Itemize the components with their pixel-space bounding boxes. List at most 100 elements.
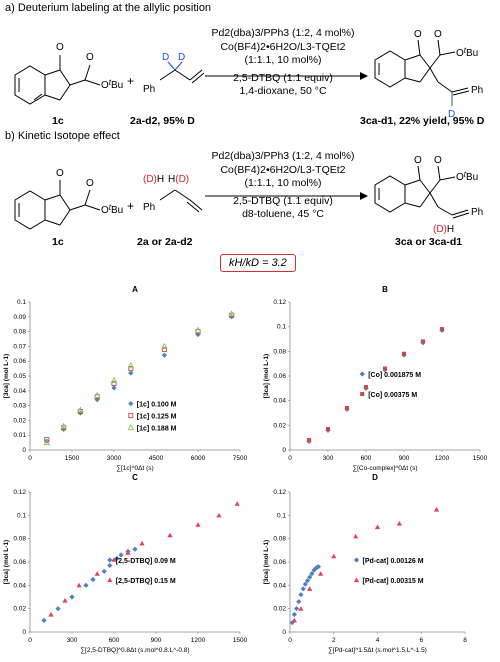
structure-3ca-d1 xyxy=(374,39,470,96)
data-point xyxy=(111,557,117,562)
data-point xyxy=(44,437,50,443)
data-point xyxy=(107,557,113,563)
y-tick-label: 0 xyxy=(282,629,286,636)
x-tick-label: 4500 xyxy=(149,455,164,462)
svg-text:+: + xyxy=(127,199,134,213)
data-point xyxy=(195,331,201,338)
svg-text:O: O xyxy=(434,155,442,166)
series-0: [Pd-cat] 0.00126 M xyxy=(289,557,424,626)
y-tick-label: 0.08 xyxy=(13,329,26,336)
legend-label: [Co] 0.00375 M xyxy=(368,392,417,399)
scheme-drawings: O O OtBu + D D Ph O O OtBu Ph D xyxy=(14,29,483,120)
conditions-b: Pd2(dba)3/PPh3 (1:2, 4 mol%) Co(BF4)2•6H… xyxy=(211,150,355,220)
x-tick-label: 6000 xyxy=(191,455,206,462)
series-1: [Pd-cat] 0.00315 M xyxy=(291,506,440,623)
svg-text:O: O xyxy=(86,52,94,63)
data-point xyxy=(90,576,96,583)
x-tick-label: 300 xyxy=(323,455,334,462)
data-point xyxy=(41,617,47,623)
x-tick-label: 3000 xyxy=(107,455,122,462)
data-point xyxy=(48,611,54,617)
x-tick-label: 900 xyxy=(399,455,410,462)
data-point xyxy=(161,346,167,352)
y-tick-label: 0.07 xyxy=(13,343,26,350)
data-point xyxy=(60,422,67,429)
y-tick-label: 0.02 xyxy=(273,422,286,429)
data-point xyxy=(127,424,135,431)
x-tick-label: 0 xyxy=(288,455,292,462)
data-point xyxy=(307,574,313,580)
svg-text:O: O xyxy=(414,29,422,40)
data-point xyxy=(110,376,118,383)
data-point xyxy=(234,501,240,506)
data-point xyxy=(127,362,135,369)
data-point xyxy=(194,326,202,333)
data-point xyxy=(433,506,440,512)
y-tick-label: 0.1 xyxy=(277,512,286,519)
data-point xyxy=(228,310,235,317)
data-point xyxy=(302,581,308,587)
y-tick-label: 0.1 xyxy=(17,299,26,306)
data-point xyxy=(93,391,101,398)
legend-label: [1c] 0.188 M xyxy=(137,426,177,433)
y-tick-label: 0.05 xyxy=(13,373,26,380)
data-point xyxy=(359,371,365,377)
svg-text:O: O xyxy=(56,168,64,179)
data-point xyxy=(353,577,360,583)
data-point xyxy=(111,385,117,391)
data-point xyxy=(125,550,131,555)
chart-title: A xyxy=(132,285,138,294)
data-point xyxy=(289,620,295,626)
data-point xyxy=(161,342,168,349)
scheme-a-heading: a) Deuterium labeling at the allylic pos… xyxy=(5,2,212,14)
data-point xyxy=(363,385,369,390)
y-tick-label: 0.04 xyxy=(13,582,26,589)
svg-text:OtBu: OtBu xyxy=(101,78,123,91)
data-point xyxy=(55,606,61,612)
y-tick-label: 0.04 xyxy=(273,398,286,405)
y-tick-label: 0.01 xyxy=(13,432,26,439)
data-point xyxy=(216,512,222,518)
label-2a: 2a or 2a-d2 xyxy=(137,236,193,248)
y-tick-label: 0.1 xyxy=(277,324,286,331)
data-point xyxy=(374,524,381,530)
y-tick-label: 0.04 xyxy=(273,582,286,589)
x-tick-label: 900 xyxy=(151,637,162,644)
x-tick-label: 4 xyxy=(376,637,380,644)
x-tick-label: 600 xyxy=(361,455,372,462)
legend-label: [2,5-DTBQ] 0.09 M xyxy=(116,558,176,565)
x-axis-label: ∑[1c]^0Δt (s) xyxy=(116,465,153,472)
chart-panel-D: D 0 2 4 6 8 0 0.02 0.04 0.06 0.08 0.1 0.12 ∑[Pd-cat]^… xyxy=(263,473,467,654)
data-point xyxy=(318,571,324,576)
svg-text:OtBu: OtBu xyxy=(456,46,478,59)
structure-1c-a xyxy=(14,55,101,105)
data-point xyxy=(298,592,304,598)
svg-text:D: D xyxy=(178,52,185,63)
series-1: [1c] 0.125 M xyxy=(44,312,235,443)
data-point xyxy=(44,438,50,444)
series-1: [2,5-DTBQ] 0.15 M xyxy=(48,501,240,617)
y-tick-label: 0.03 xyxy=(13,403,26,410)
svg-text:O: O xyxy=(414,155,422,166)
data-point xyxy=(128,413,134,419)
x-tick-label: 7500 xyxy=(233,455,248,462)
legend-label: [Co] 0.001875 M xyxy=(368,372,421,379)
y-axis-label: [3ca] (mol L-1) xyxy=(263,354,270,398)
y-tick-label: 0.12 xyxy=(273,489,286,496)
x-tick-label: 300 xyxy=(67,637,78,644)
atom-O: O xyxy=(56,42,64,53)
data-point xyxy=(331,553,337,559)
data-point xyxy=(311,567,317,573)
data-point xyxy=(161,352,167,358)
structure-2a-d2 xyxy=(159,69,205,84)
x-tick-label: 0 xyxy=(28,637,32,644)
data-point xyxy=(420,339,426,344)
x-tick-label: 1200 xyxy=(435,455,450,462)
data-point xyxy=(62,597,68,603)
x-tick-label: 1200 xyxy=(191,637,206,644)
series-0: [Co] 0.001875 M xyxy=(306,327,445,444)
chart-panel-C: C 0 300 600 900 1200 1500 0 0.02 0.04 0.06 0.08 0.1 0… xyxy=(3,473,248,654)
legend-label: [Pd-cat] 0.00315 M xyxy=(363,578,424,585)
data-point xyxy=(167,532,173,538)
svg-text:OtBu: OtBu xyxy=(456,170,478,183)
